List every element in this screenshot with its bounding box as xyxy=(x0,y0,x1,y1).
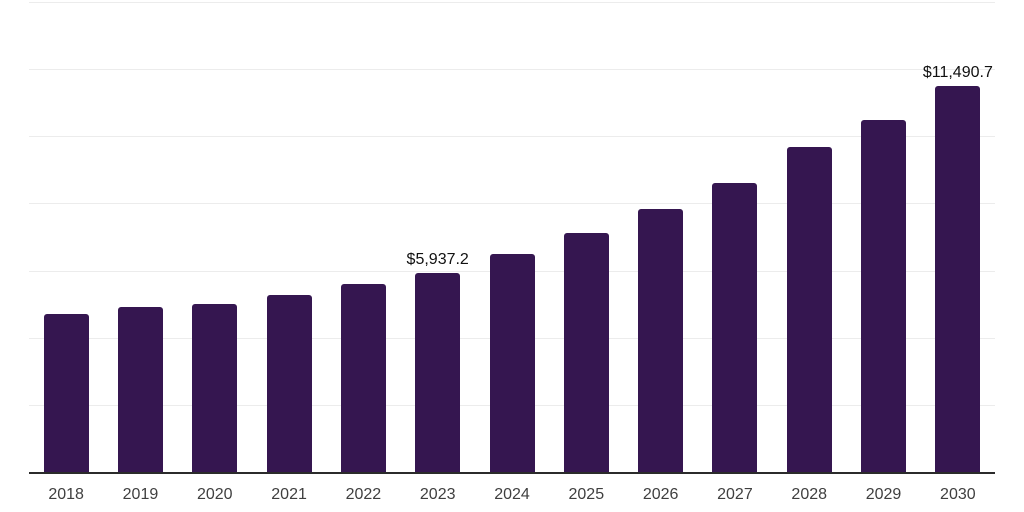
x-tick-label-2021: 2021 xyxy=(271,486,307,503)
bar-2030 xyxy=(935,86,981,472)
x-tick-label-2030: 2030 xyxy=(940,486,976,503)
x-tick-label-2024: 2024 xyxy=(494,486,530,503)
x-tick-label-2019: 2019 xyxy=(122,486,159,503)
x-tick-label-2025: 2025 xyxy=(568,486,605,503)
bar-2020 xyxy=(192,304,238,472)
bar-value-label-2030: $11,490.7 xyxy=(922,64,993,82)
bar-2029 xyxy=(861,120,907,472)
gridline-14000 xyxy=(29,2,995,3)
bar-2023 xyxy=(415,272,461,472)
bar-2022 xyxy=(340,284,386,472)
x-tick-label-2018: 2018 xyxy=(48,486,84,503)
gridline-10000 xyxy=(29,136,995,138)
bar-2026 xyxy=(638,209,684,472)
x-axis-tick-row: 2018 2019 2020 2021 2022 2023 2024 2025 2026 2027… xyxy=(29,485,995,509)
gridline-12000 xyxy=(29,69,995,71)
x-axis-line xyxy=(29,472,995,474)
bar-2028 xyxy=(786,147,832,472)
bar-2019 xyxy=(117,306,163,472)
plot-area: $5,937.2 $11,490.7 xyxy=(29,2,995,474)
bar-value-label-2023: $5,937.2 xyxy=(406,250,469,268)
x-tick-label-2028: 2028 xyxy=(791,486,828,503)
bar-2018 xyxy=(43,313,89,472)
x-tick-label-2026: 2026 xyxy=(642,486,679,503)
x-tick-label-2027: 2027 xyxy=(717,486,753,503)
x-tick-label-2023: 2023 xyxy=(419,486,456,503)
bar-2027 xyxy=(712,182,758,472)
x-tick-label-2020: 2020 xyxy=(196,486,233,503)
bar-2024 xyxy=(489,253,535,472)
bar-2025 xyxy=(563,232,609,472)
x-tick-label-2022: 2022 xyxy=(345,486,382,503)
bar-2021 xyxy=(266,295,312,472)
gridline-8000 xyxy=(29,203,995,205)
x-tick-label-2029: 2029 xyxy=(865,486,902,503)
